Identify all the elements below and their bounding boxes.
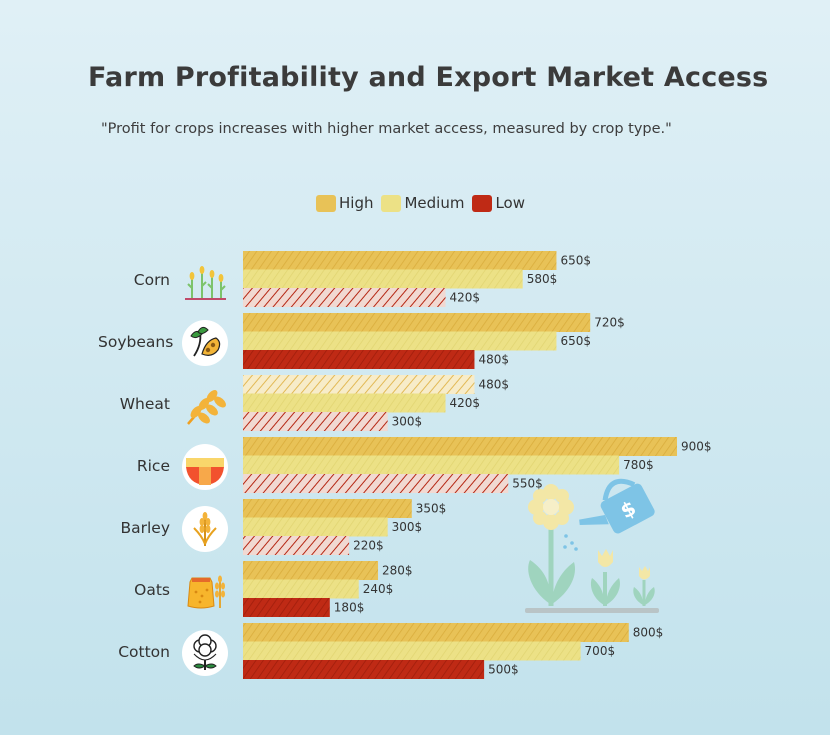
value-label-cotton-low: 500$ — [488, 663, 519, 677]
watering-can-flowers-illustration: $ — [525, 478, 659, 613]
value-label-oats-high: 280$ — [382, 564, 413, 578]
bar-soybeans-medium[interactable] — [243, 331, 557, 351]
bar-oats-medium[interactable] — [243, 579, 359, 599]
bar-oats-low[interactable] — [243, 598, 330, 617]
bar-corn-medium[interactable] — [243, 269, 523, 289]
bar-rice-medium[interactable] — [243, 455, 620, 475]
bars-layer: 650$580$420$720$650$480$480$420$300$900$… — [243, 251, 712, 679]
rice-icon — [182, 444, 228, 490]
bar-soybeans-high[interactable] — [243, 313, 591, 332]
soybeans-icon — [182, 320, 228, 366]
legend-item-low[interactable]: Low — [472, 194, 525, 212]
value-label-barley-high: 350$ — [416, 502, 447, 516]
value-label-soybeans-low: 480$ — [478, 353, 509, 367]
bar-corn-high[interactable] — [243, 251, 557, 270]
legend-label-high: High — [339, 194, 374, 212]
value-label-barley-medium: 300$ — [392, 520, 423, 534]
bar-wheat-low[interactable] — [243, 412, 388, 431]
legend-swatch-high — [316, 194, 336, 212]
value-label-oats-medium: 240$ — [363, 582, 394, 596]
wheat-icon — [182, 382, 228, 428]
legend-label-low: Low — [495, 194, 526, 212]
value-label-rice-medium: 780$ — [623, 458, 654, 472]
value-label-barley-low: 220$ — [353, 539, 384, 553]
legend-label-medium: Medium — [404, 194, 465, 212]
bar-corn-low[interactable] — [243, 288, 446, 307]
category-label-cotton: Cotton — [118, 643, 170, 661]
value-label-corn-low: 420$ — [450, 291, 481, 305]
category-label-oats: Oats — [134, 581, 170, 599]
bar-cotton-low[interactable] — [243, 660, 485, 679]
value-label-rice-high: 900$ — [681, 440, 712, 454]
chart-title: Farm Profitability and Export Market Acc… — [88, 62, 769, 93]
bar-oats-high[interactable] — [243, 561, 379, 580]
category-label-barley: Barley — [120, 519, 170, 537]
legend: High Medium Low — [316, 194, 525, 212]
value-label-soybeans-medium: 650$ — [560, 334, 591, 348]
legend-swatch-medium — [381, 194, 402, 212]
value-label-wheat-low: 300$ — [392, 415, 423, 429]
value-label-wheat-high: 480$ — [478, 378, 509, 392]
value-label-corn-high: 650$ — [560, 254, 591, 268]
bar-cotton-medium[interactable] — [243, 641, 581, 661]
value-label-corn-medium: 580$ — [527, 272, 558, 286]
bar-rice-high[interactable] — [243, 437, 677, 456]
oats-icon — [182, 568, 228, 614]
value-label-wheat-medium: 420$ — [450, 396, 481, 410]
bar-soybeans-low[interactable] — [243, 350, 475, 369]
value-label-oats-low: 180$ — [334, 601, 365, 615]
category-label-corn: Corn — [133, 271, 170, 289]
bar-barley-low[interactable] — [243, 536, 350, 555]
bar-wheat-high[interactable] — [243, 375, 475, 394]
category-label-soybeans: Soybeans — [98, 333, 174, 351]
value-label-cotton-medium: 700$ — [585, 644, 616, 658]
barley-icon — [182, 506, 228, 552]
legend-item-high[interactable]: High — [316, 194, 373, 212]
bar-wheat-medium[interactable] — [243, 393, 446, 413]
bar-barley-high[interactable] — [243, 499, 412, 518]
corn-icon — [182, 258, 228, 304]
legend-swatch-low — [472, 194, 493, 212]
category-label-wheat: Wheat — [119, 395, 170, 413]
bar-barley-medium[interactable] — [243, 517, 388, 537]
bar-rice-low[interactable] — [243, 474, 509, 493]
chart-subtitle: "Profit for crops increases with higher … — [101, 121, 672, 137]
value-label-soybeans-high: 720$ — [594, 316, 625, 330]
legend-item-medium[interactable]: Medium — [381, 194, 464, 212]
category-label-rice: Rice — [136, 457, 170, 475]
value-label-cotton-high: 800$ — [633, 626, 664, 640]
bar-cotton-high[interactable] — [243, 623, 629, 642]
cotton-icon — [182, 630, 228, 676]
value-label-rice-low: 550$ — [512, 477, 543, 491]
